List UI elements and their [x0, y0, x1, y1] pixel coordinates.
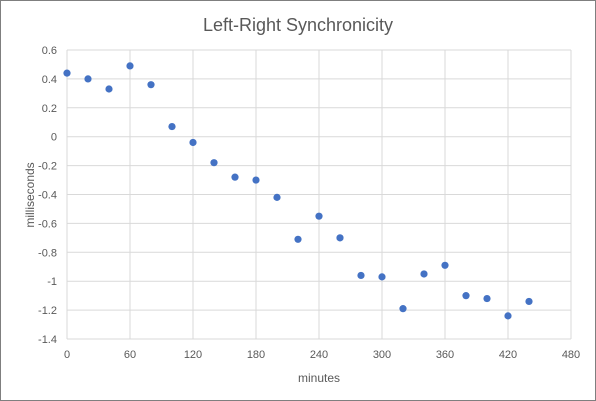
y-tick-label: 0.6 [42, 45, 57, 57]
x-tick-label: 120 [184, 349, 202, 361]
data-point [357, 271, 365, 280]
y-tick-label: -0.8 [38, 247, 57, 259]
y-tick-label: -0.2 [38, 161, 57, 173]
x-tick-labels: 0 60 120 180 240 300 360 420 480 [64, 349, 580, 361]
data-points [63, 62, 533, 320]
data-point [105, 85, 113, 93]
data-point [210, 159, 218, 167]
y-tick-label: 0.4 [42, 74, 57, 86]
y-tick-label: -0.6 [38, 218, 57, 230]
x-tick-label: 300 [373, 349, 391, 361]
data-point [231, 173, 239, 181]
y-tick-label: -1.4 [38, 334, 57, 346]
data-point [273, 193, 281, 201]
x-tick-label: 420 [499, 349, 517, 361]
data-point [420, 270, 428, 278]
data-point [315, 212, 323, 220]
x-tick-label: 480 [562, 349, 580, 361]
y-tick-label: -1 [47, 276, 57, 288]
x-tick-label: 240 [310, 349, 328, 361]
data-point [483, 294, 491, 303]
data-point [126, 62, 134, 70]
data-point [462, 292, 470, 300]
data-point [399, 305, 407, 313]
y-axis-title: milliseconds [23, 162, 37, 227]
data-point [168, 122, 176, 131]
x-tick-label: 360 [436, 349, 454, 361]
y-tick-labels: 0.6 0.4 0.2 0 -0.2 -0.4 -0.6 -0.8 -1 -1.2 -1.4 [38, 45, 57, 346]
chart-title: Left-Right Synchronicity [203, 15, 393, 35]
data-point [336, 234, 344, 242]
y-tick-label: -0.4 [38, 190, 57, 202]
data-point [252, 176, 260, 184]
data-point [147, 81, 155, 89]
y-tick-label: -1.2 [38, 305, 57, 317]
data-point [189, 138, 197, 147]
data-point [84, 75, 92, 83]
data-point [504, 312, 512, 320]
y-tick-label: 0 [51, 132, 57, 144]
data-point [525, 297, 533, 306]
data-point [63, 69, 71, 77]
gridlines [66, 49, 572, 340]
y-tick-label: 0.2 [42, 103, 57, 115]
data-point [441, 261, 449, 269]
x-tick-label: 180 [247, 349, 265, 361]
x-axis-title: minutes [298, 371, 340, 385]
x-tick-label: 60 [124, 349, 136, 361]
data-point [294, 235, 302, 243]
data-point [378, 273, 386, 281]
x-tick-label: 0 [64, 349, 70, 361]
